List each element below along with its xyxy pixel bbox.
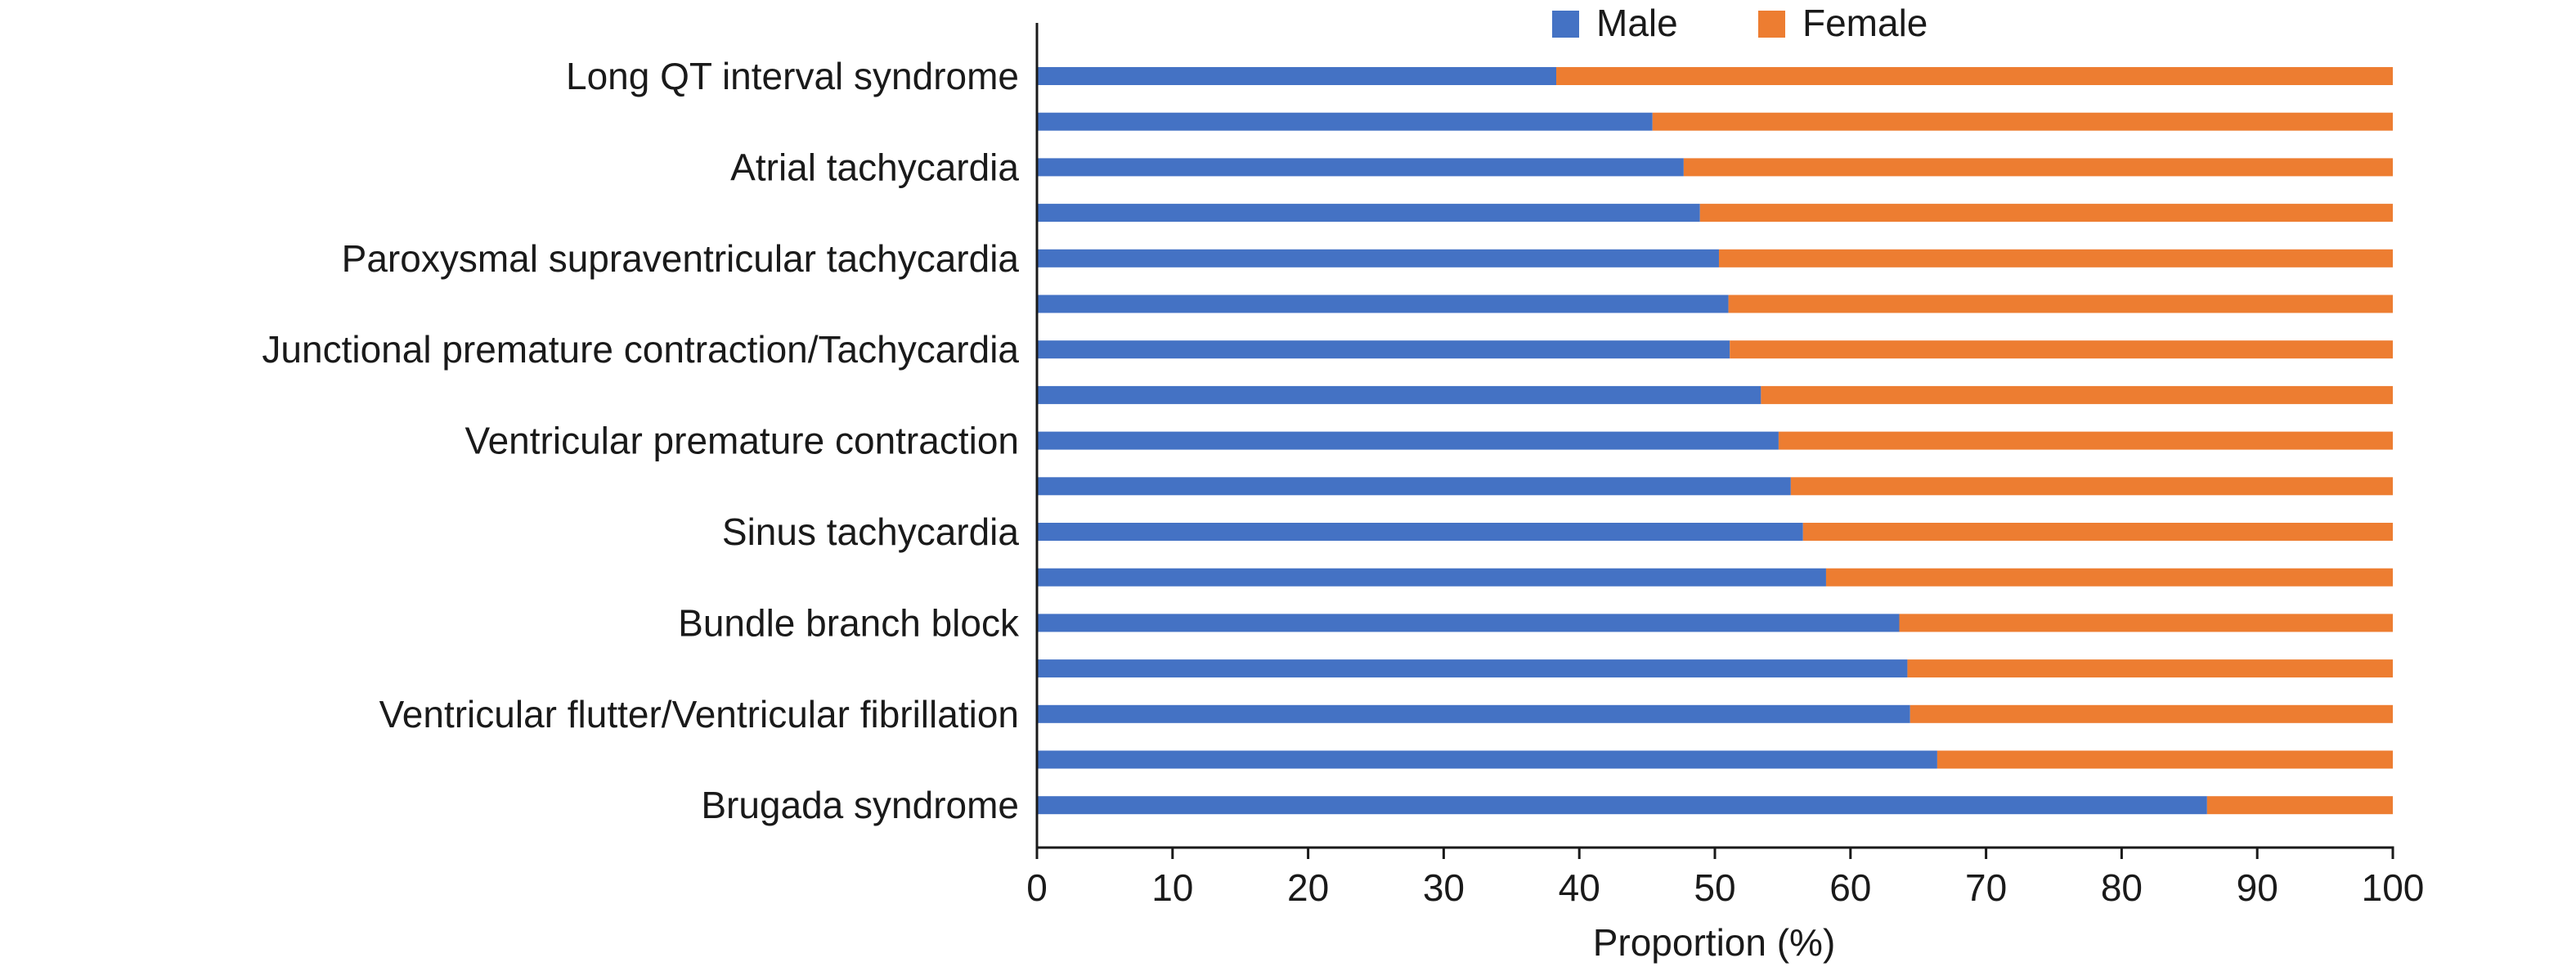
bar-male-0 (1037, 67, 1557, 85)
bar-male-15 (1037, 750, 1937, 769)
bar-male-1 (1037, 112, 1653, 131)
x-tick-label: 10 (1151, 866, 1193, 909)
bar-male-14 (1037, 704, 1910, 723)
bar-male-12 (1037, 614, 1900, 632)
x-tick-label: 0 (1026, 866, 1048, 909)
x-tick-label: 60 (1829, 866, 1871, 909)
x-tick-label: 90 (2237, 866, 2278, 909)
category-label: Paroxysmal supraventricular tachycardia (342, 237, 1020, 280)
legend-swatch-male (1552, 11, 1579, 38)
bar-female-5 (1728, 295, 2393, 313)
bar-female-7 (1761, 385, 2393, 404)
legend-label-female: Female (1802, 2, 1928, 44)
bar-female-6 (1730, 340, 2393, 359)
bar-female-9 (1790, 477, 2393, 496)
bar-female-10 (1802, 523, 2393, 541)
category-label: Bundle branch block (678, 601, 1020, 644)
bar-male-6 (1037, 340, 1730, 359)
bar-male-3 (1037, 204, 1700, 223)
bar-male-5 (1037, 295, 1729, 313)
category-label: Ventricular premature contraction (464, 420, 1019, 462)
x-tick-label: 40 (1559, 866, 1600, 909)
category-label: Long QT interval syndrome (566, 55, 1019, 97)
x-tick-label: 50 (1694, 866, 1735, 909)
bar-male-13 (1037, 659, 1908, 678)
legend: Male Female (1552, 2, 1928, 44)
bar-female-0 (1556, 67, 2393, 85)
bar-female-16 (2206, 796, 2393, 815)
bar-male-11 (1037, 568, 1826, 587)
bar-female-14 (1910, 704, 2393, 723)
bar-female-3 (1699, 204, 2393, 223)
bar-female-15 (1936, 750, 2393, 769)
bar-male-7 (1037, 385, 1761, 404)
bar-female-11 (1825, 568, 2393, 587)
bar-female-13 (1907, 659, 2393, 678)
bar-female-2 (1683, 158, 2393, 177)
category-label: Ventricular flutter/Ventricular fibrilla… (379, 693, 1019, 735)
x-tick-label: 20 (1287, 866, 1329, 909)
x-tick-label: 30 (1423, 866, 1465, 909)
x-tick-label: 70 (1965, 866, 2007, 909)
x-tick-label: 80 (2101, 866, 2143, 909)
legend-label-male: Male (1596, 2, 1678, 44)
category-label: Atrial tachycardia (730, 146, 1019, 188)
category-labels: Long QT interval syndrome Atrial tachycar… (262, 55, 1020, 826)
bar-female-8 (1778, 431, 2393, 450)
x-tick-label: 100 (2362, 866, 2425, 909)
legend-swatch-female (1758, 11, 1785, 38)
x-axis-title: Proportion (%) (1593, 921, 1836, 964)
bars (1037, 67, 2393, 815)
bar-male-9 (1037, 477, 1791, 496)
bar-male-8 (1037, 431, 1779, 450)
bar-male-10 (1037, 523, 1803, 541)
axes: 0 10 20 30 40 50 60 70 80 90 100 (1026, 23, 2424, 909)
bar-female-12 (1899, 614, 2393, 632)
bar-male-16 (1037, 796, 2207, 815)
category-label: Sinus tachycardia (722, 510, 1019, 553)
bar-male-2 (1037, 158, 1684, 177)
category-label: Junctional premature contraction/Tachyca… (262, 328, 1019, 371)
category-label: Brugada syndrome (701, 784, 1019, 826)
bar-male-4 (1037, 249, 1719, 268)
bar-female-4 (1718, 249, 2393, 268)
bar-female-1 (1652, 112, 2393, 131)
